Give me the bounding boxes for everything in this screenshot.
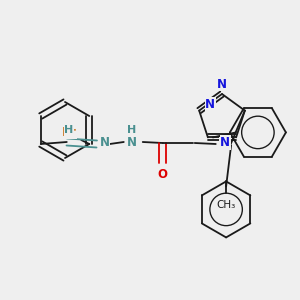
Text: H: H — [64, 125, 74, 135]
Text: S: S — [219, 137, 228, 151]
Text: N: N — [220, 136, 230, 149]
Text: O: O — [158, 167, 168, 181]
Text: N: N — [205, 98, 215, 111]
Text: N: N — [100, 136, 110, 149]
Text: N: N — [217, 77, 227, 91]
Text: CH₃: CH₃ — [217, 200, 236, 210]
Text: N: N — [127, 136, 137, 149]
Text: Br: Br — [62, 125, 77, 139]
Text: H: H — [127, 125, 136, 135]
